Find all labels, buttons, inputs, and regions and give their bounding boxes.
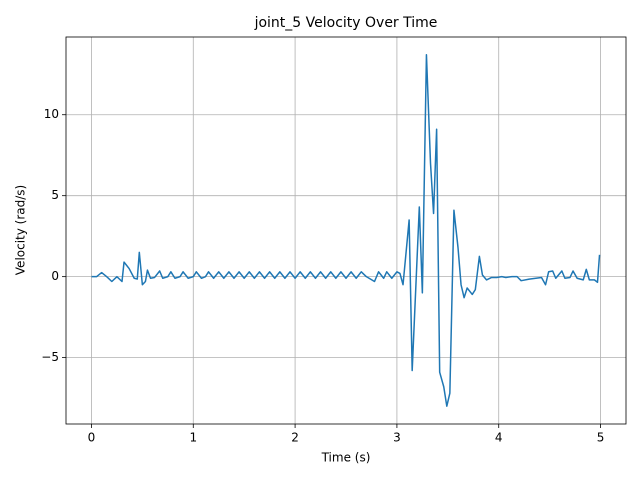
y-tick-label: −5: [41, 350, 59, 364]
x-tick-label: 2: [291, 431, 299, 445]
y-axis-label: Velocity (rad/s): [14, 185, 28, 275]
data-line: [91, 54, 601, 407]
x-tick-label: 4: [495, 431, 503, 445]
x-axis-label: Time (s): [321, 451, 371, 465]
y-tick-label: 10: [44, 107, 59, 121]
x-tick-label: 0: [88, 431, 96, 445]
chart-title: joint_5 Velocity Over Time: [254, 15, 438, 31]
plot-frame: [65, 36, 627, 425]
y-tick-label: 5: [51, 188, 59, 202]
x-tick-label: 3: [393, 431, 401, 445]
x-tick-label: 1: [189, 431, 197, 445]
y-tick-label: 0: [51, 269, 59, 283]
x-tick-label: 5: [597, 431, 605, 445]
